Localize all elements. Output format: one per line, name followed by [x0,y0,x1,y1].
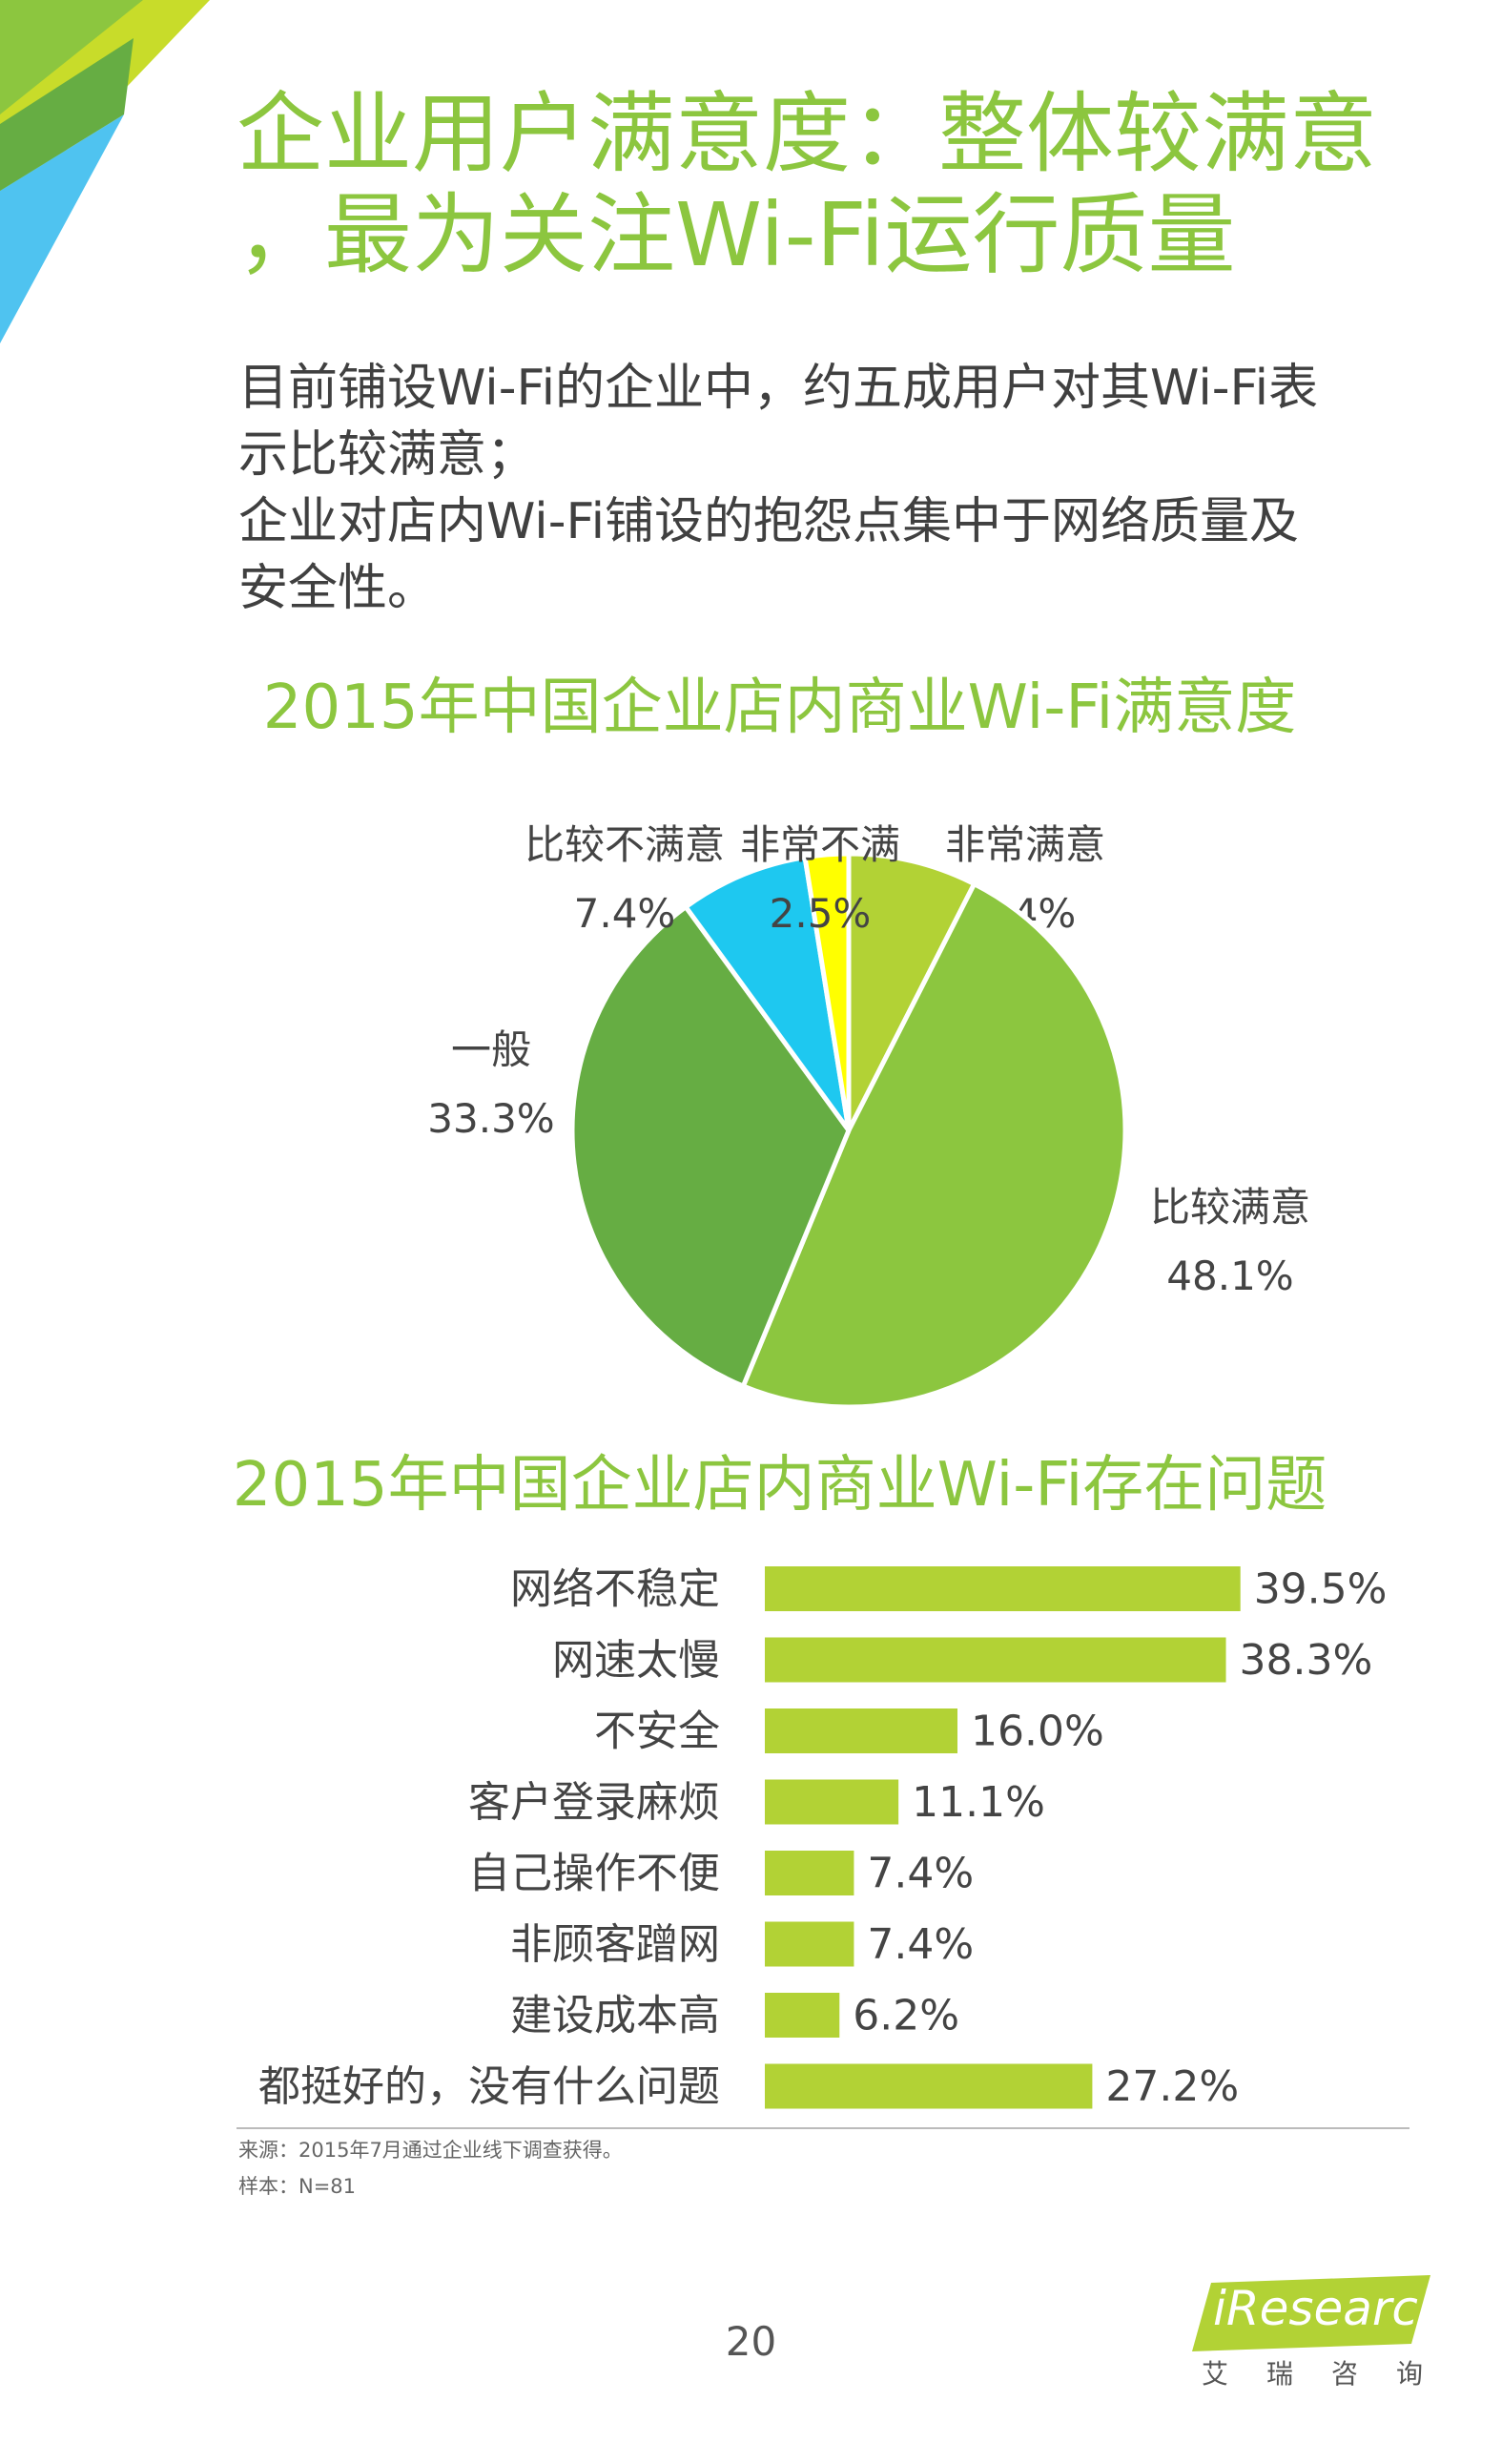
bar-value-label: 39.5% [1254,1565,1388,1614]
logo-background [1192,2275,1430,2351]
bar [765,1851,854,1895]
bar-value-label: 16.0% [971,1708,1104,1756]
bar-value-label: 7.4% [867,1850,974,1898]
bar [765,1779,899,1825]
pie-slice-label: 一般 [451,1026,531,1073]
intro-line4: 安全性。 [238,560,438,617]
iresearch-logo: iResearch 艾瑞咨询 [1192,2275,1462,2390]
logo-brand: iResearch [1213,2281,1449,2336]
pie-chart-title: 2015年中国企业店内商业Wi-Fi满意度 [262,673,1297,743]
pie-slice-value: 2.5% [770,890,872,937]
intro-text: 目前铺设Wi-Fi的企业中，约五成用户对其Wi-Fi表 示比较满意； 企业对店内… [238,355,1430,622]
pie-chart: 非常满意7.4%比较满意48.1%一般33.3%比较不满意7.4%非常不满2.5… [427,821,1310,1410]
bar-category-label: 建设成本高 [510,1992,720,2040]
pie-slice [802,851,852,1131]
bar-category-label: 都挺好的，没有什么问题 [258,2062,720,2111]
footer-divider [237,2127,1409,2129]
pie-slice-value: 33.3% [427,1095,554,1142]
intro-line2: 示比较满意； [238,426,537,484]
pie-slice [740,880,1128,1410]
intro-line3: 企业对店内Wi-Fi铺设的抱怨点集中于网络质量及 [238,493,1300,550]
pie-slice-label: 非常满意 [945,821,1105,868]
sample-note: 样本：N=81 [238,2175,357,2198]
bar-category-label: 网速太慢 [552,1636,720,1685]
bar [765,1993,840,2038]
bar-value-label: 6.2% [853,1992,959,2040]
bar-value-label: 27.2% [1105,2062,1239,2111]
page-title-line1: 企业用户满意度：整体较满意 [237,83,1378,185]
page-number: 20 [725,2318,777,2365]
intro-line1: 目前铺设Wi-Fi的企业中，约五成用户对其Wi-Fi表 [238,360,1319,417]
pie-slice [682,854,852,1132]
bar [765,2063,1093,2109]
bar [765,1708,957,1753]
bar-category-label: 自己操作不便 [468,1850,720,1898]
pie-slice-label: 比较满意 [1150,1184,1310,1231]
bar-value-label: 7.4% [867,1920,974,1969]
bar [765,1637,1226,1683]
bar [765,1566,1241,1611]
bar-category-label: 不安全 [594,1708,720,1756]
pie-slice [569,903,852,1390]
bar-category-label: 网络不稳定 [510,1565,720,1614]
bar-value-label: 11.1% [912,1778,1045,1827]
pie-slice-value: 48.1% [1166,1253,1293,1299]
pie-slice-label: 非常不满 [740,821,900,868]
bar-category-label: 非顾客蹭网 [510,1920,720,1969]
bar-category-label: 客户登录麻烦 [468,1778,720,1827]
pie-slice-label: 比较不满意 [525,821,725,868]
bar-value-label: 38.3% [1240,1636,1373,1685]
page-title-line2: ，最为关注Wi-Fi运行质量 [237,184,1236,286]
pie-slice-value: 7.4% [574,890,676,937]
page-title: 企业用户满意度：整体较满意 ，最为关注Wi-Fi运行质量 [237,84,1429,286]
source-note: 来源：2015年7月通过企业线下调查获得。 [238,2139,623,2162]
bar [765,1921,854,1967]
bar-chart: 网络不稳定 39.5% 网速太慢 38.3% 不安全 16.0% 客户登录麻烦 11.1% 自己… [258,1565,1388,2112]
pie-slice [846,851,977,1132]
logo-chinese: 艾瑞咨询 [1202,2358,1462,2390]
bar-chart-title: 2015年中国企业店内商业Wi-Fi存在问题 [232,1450,1327,1521]
corner-decoration [0,0,210,343]
